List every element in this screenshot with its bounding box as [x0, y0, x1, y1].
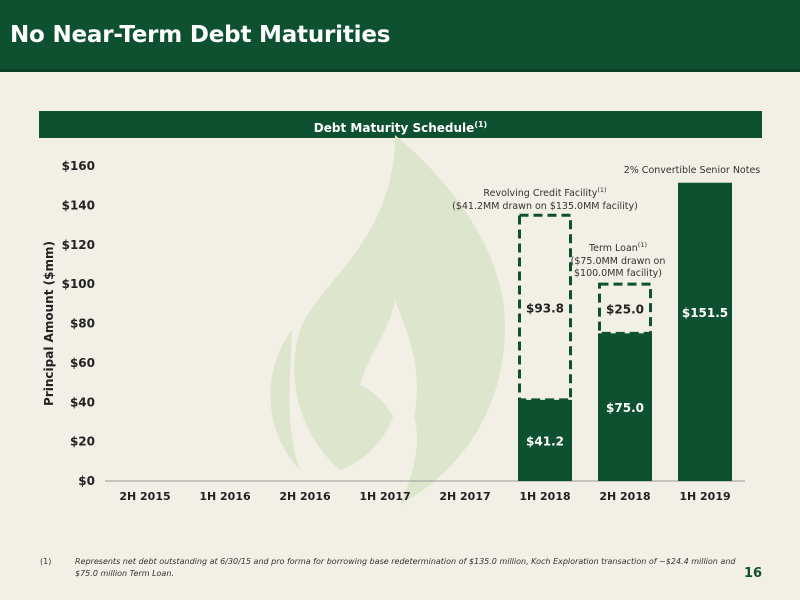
annotation-revolver-detail: ($41.2MM drawn on $135.0MM facility): [452, 201, 638, 212]
x-tick-label: 2H 2018: [599, 490, 650, 503]
annotation-term-loan-detail-1: ($75.0MM drawn on: [571, 256, 666, 267]
annotation-term-loan-detail-2: $100.0MM facility): [574, 268, 662, 279]
annotation-revolver-title: Revolving Credit Facility(1): [483, 186, 606, 199]
data-label-drawn: $151.5: [682, 306, 728, 320]
y-axis-label: Principal Amount ($mm): [42, 241, 56, 406]
bar-undrawn-capacity: [518, 213, 572, 402]
y-axis: $0 $20 $40 $60 $80 $100 $120 $140 $160 Principal …: [42, 159, 95, 488]
x-tick-label: 1H 2018: [519, 490, 570, 503]
data-label-drawn: $41.2: [526, 434, 564, 448]
chart-title: Debt Maturity Schedule: [313, 121, 475, 135]
footnote-text: Represents net debt outstanding at 6/30/…: [75, 557, 736, 578]
annotation-convertible-notes: 2% Convertible Senior Notes: [624, 165, 761, 176]
footnote-number: (1): [40, 557, 52, 566]
footnote: (1) Represents net debt outstanding at 6…: [40, 556, 740, 580]
chart-title-footnote-ref: (1): [474, 120, 488, 129]
bar-drawn: [518, 399, 572, 481]
x-tick-label: 2H 2016: [279, 490, 331, 503]
y-tick-label: $40: [70, 395, 95, 409]
x-tick-label: 1H 2016: [199, 490, 251, 503]
x-axis: 2H 2015 1H 2016 2H 2016 1H 2017 2H 2017 1H 20…: [105, 480, 745, 503]
y-tick-label: $160: [62, 159, 95, 173]
y-tick-label: $140: [62, 198, 95, 212]
flame-watermark-icon: [270, 135, 505, 505]
y-tick-label: $0: [78, 474, 95, 488]
data-label-undrawn: $93.8: [526, 302, 564, 316]
annotations: Revolving Credit Facility(1) ($41.2MM dra…: [452, 165, 760, 279]
y-tick-label: $120: [62, 238, 95, 252]
header-bar: No Near-Term Debt Maturities: [0, 0, 800, 72]
bars: [518, 182, 732, 481]
data-label-undrawn: $25.0: [606, 303, 644, 317]
x-tick-label: 1H 2017: [359, 490, 410, 503]
y-tick-label: $60: [70, 356, 95, 370]
x-tick-label: 2H 2015: [119, 490, 170, 503]
bar-drawn: [678, 182, 732, 481]
bar-drawn: [598, 333, 652, 481]
x-tick-label: 1H 2019: [679, 490, 730, 503]
page-title: No Near-Term Debt Maturities: [10, 22, 391, 48]
y-tick-label: $100: [62, 277, 95, 291]
annotation-term-loan-title: Term Loan(1): [588, 241, 647, 254]
chart-title-band: Debt Maturity Schedule(1): [39, 111, 762, 138]
y-tick-label: $20: [70, 435, 95, 449]
x-tick-label: 2H 2017: [439, 490, 490, 503]
y-tick-label: $80: [70, 317, 95, 331]
data-label-drawn: $75.0: [606, 401, 644, 415]
data-labels: $41.2 $75.0 $151.5 $93.8 $25.0: [526, 302, 728, 449]
page-number: 16: [744, 566, 763, 581]
debt-maturity-chart: $0 $20 $40 $60 $80 $100 $120 $140 $160 Principal …: [42, 135, 760, 505]
bar-undrawn-capacity: [598, 282, 652, 335]
